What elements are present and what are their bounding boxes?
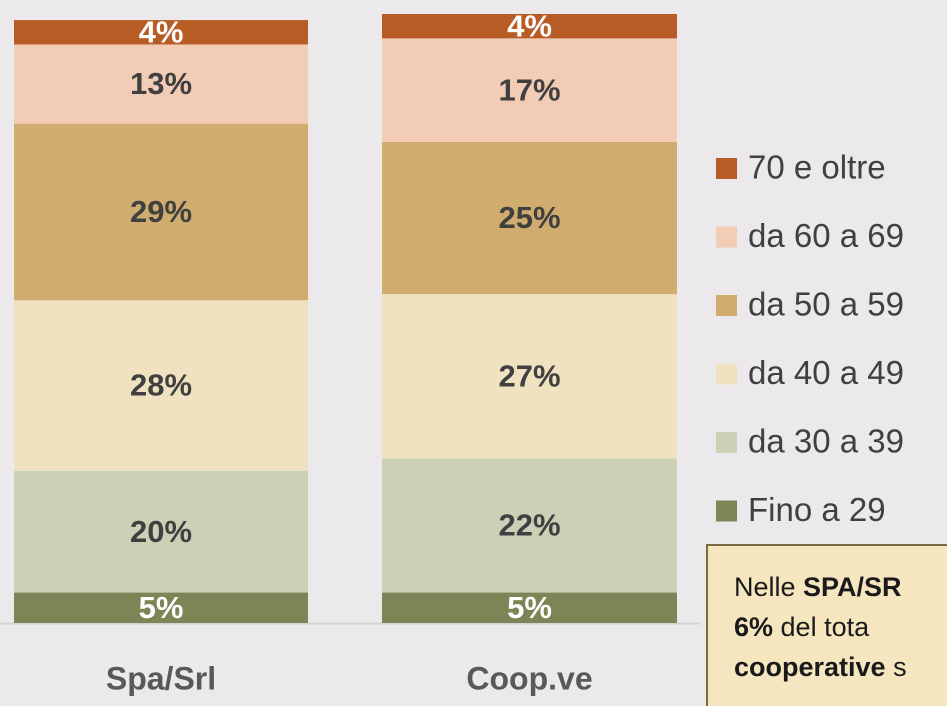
legend-swatch <box>716 432 737 453</box>
x-tick-label: Spa/Srl <box>106 660 216 696</box>
annotation-run: del tota <box>773 612 870 642</box>
data-label: 25% <box>498 200 560 235</box>
annotation-run: 6% <box>734 612 773 642</box>
bar-segment <box>14 123 308 301</box>
annotation-run: s <box>886 652 907 682</box>
legend-swatch <box>716 226 737 248</box>
data-label: 27% <box>498 359 560 394</box>
legend-label: 70 e oltre <box>748 149 886 186</box>
bar-segment <box>382 294 677 459</box>
bar-segment <box>14 300 308 471</box>
legend-label: da 40 a 49 <box>748 354 904 391</box>
bar-segment <box>14 20 308 45</box>
data-label: 5% <box>139 590 184 625</box>
legend-label: Fino a 29 <box>748 491 886 528</box>
annotation-line: Nelle SPA/SR <box>734 572 902 602</box>
data-label: 28% <box>130 368 192 403</box>
data-label: 17% <box>498 72 560 107</box>
bar-segment <box>382 38 677 142</box>
annotation-run: cooperative <box>734 652 886 682</box>
bar-segment <box>382 592 677 623</box>
bar-segment <box>14 592 308 623</box>
annotation-line: cooperative s <box>734 652 907 682</box>
legend-swatch <box>716 500 737 522</box>
legend-swatch <box>716 295 737 316</box>
data-label: 5% <box>507 590 552 625</box>
legend-swatch <box>716 158 737 179</box>
bar-segment <box>382 458 677 593</box>
bar-segment <box>382 141 677 295</box>
legend-label: da 50 a 59 <box>748 286 904 323</box>
annotation-box <box>706 544 947 706</box>
x-tick-label: Coop.ve <box>466 660 592 696</box>
legend-swatch <box>716 363 737 385</box>
data-label: 4% <box>507 8 552 43</box>
annotation-run: SPA/SR <box>803 572 902 602</box>
annotation-line: 6% del tota <box>734 612 870 642</box>
data-label: 4% <box>139 14 184 49</box>
data-label: 22% <box>498 508 560 543</box>
legend-label: da 60 a 69 <box>748 217 904 254</box>
bar-segment <box>382 14 677 39</box>
bar-segment <box>14 44 308 124</box>
data-label: 13% <box>130 66 192 101</box>
bar-segment <box>14 470 308 593</box>
annotation-run: Nelle <box>734 572 803 602</box>
legend-label: da 30 a 39 <box>748 423 904 460</box>
data-label: 29% <box>130 194 192 229</box>
data-label: 20% <box>130 514 192 549</box>
